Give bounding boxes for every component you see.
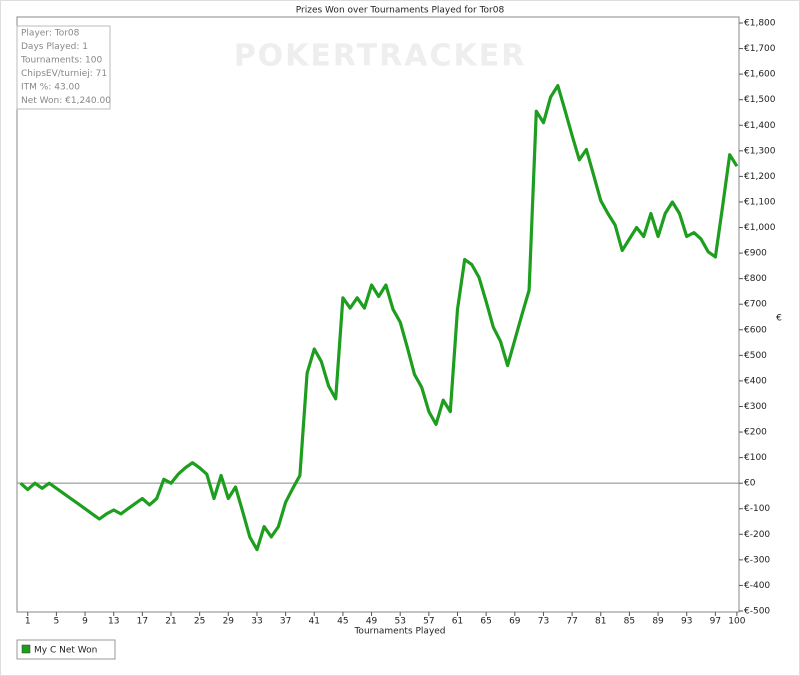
x-tick-label: 85 [624,617,635,627]
x-tick-label: 5 [54,617,60,627]
x-tick-label: 37 [280,617,291,627]
y-tick-label: €1,100 [744,197,776,207]
info-box [16,25,111,110]
y-tick-label: €0 [744,479,756,489]
y-tick-label: €1,300 [744,146,776,156]
y-tick-label: €-500 [744,607,770,617]
y-tick-label: €-200 [744,530,770,540]
y-tick-label: €200 [744,428,767,438]
x-tick-label: 97 [710,617,721,627]
y-tick-label: €100 [744,453,767,463]
legend-label: My C Net Won [34,646,97,656]
x-tick-label: 21 [165,617,176,627]
x-tick-label: 1 [25,617,31,627]
x-axis-label: Tournaments Played [353,627,445,637]
x-tick-label: 100 [728,617,745,627]
x-tick-label: 49 [366,617,378,627]
x-tick-label: 45 [337,617,348,627]
info-line: Tournaments: 100 [20,56,103,66]
x-tick-label: 33 [251,617,262,627]
y-tick-label: €1,600 [744,70,776,80]
plot-frame [16,16,740,613]
y-tick-label: €-400 [744,581,770,591]
x-tick-label: 81 [595,617,606,627]
y-tick-label: €400 [744,376,767,386]
y-tick-label: €1,700 [744,44,776,54]
y-tick-label: €600 [744,325,767,335]
info-line: Days Played: 1 [21,42,88,52]
x-tick-label: 77 [566,617,577,627]
y-tick-label: €1,800 [744,19,776,29]
y-tick-label: €-100 [744,504,770,514]
x-tick-label: 73 [538,617,549,627]
legend [16,639,116,660]
x-tick-label: 93 [681,617,692,627]
info-line: Net Won: €1,240.00 [21,96,111,106]
y-tick-label: €800 [744,274,767,284]
y-tick-label: €1,200 [744,172,776,182]
y-tick-label: €500 [744,351,767,361]
x-tick-label: 17 [137,617,148,627]
y-axis-label: € [776,314,782,324]
y-tick-label: €1,400 [744,121,776,131]
x-tick-label: 13 [108,617,119,627]
x-tick-label: 69 [509,617,521,627]
y-tick-label: €1,500 [744,95,776,105]
y-tick-label: €1,000 [744,223,776,233]
chart-title: Prizes Won over Tournaments Played for T… [296,6,505,16]
x-tick-label: 29 [223,617,235,627]
info-line: Player: Tor08 [21,29,80,39]
info-line: ChipsEV/turniej: 71 [21,69,107,79]
x-tick-label: 57 [423,617,434,627]
x-tick-label: 89 [652,617,664,627]
y-tick-label: €300 [744,402,767,412]
x-tick-label: 9 [82,617,88,627]
y-tick-label: €700 [744,300,767,310]
y-tick-label: €900 [744,249,767,259]
x-tick-label: 61 [452,617,463,627]
legend-swatch [21,644,31,654]
x-tick-label: 53 [394,617,405,627]
info-line: ITM %: 43.00 [21,83,80,93]
x-tick-label: 41 [309,617,320,627]
x-tick-label: 65 [480,617,491,627]
series-line [19,84,739,552]
x-tick-label: 25 [194,617,205,627]
watermark: POKERTRACKER [234,39,527,74]
y-tick-label: €-300 [744,555,770,565]
